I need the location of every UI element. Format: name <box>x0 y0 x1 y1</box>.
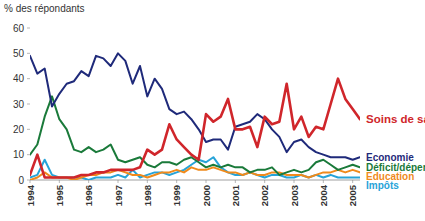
x-tick-label: 2000 <box>201 185 212 206</box>
series-line <box>30 79 360 178</box>
x-tick-label: 1998 <box>142 185 153 206</box>
x-tick-label: 1996 <box>83 185 94 206</box>
y-tick-label: 20 <box>13 124 25 135</box>
x-tick <box>294 180 295 183</box>
x-tick-label: 1994 <box>25 184 36 206</box>
plot-lines <box>30 53 360 180</box>
series-label: Impôts <box>366 180 399 191</box>
x-tick <box>88 180 89 183</box>
x-tick-label: 2002 <box>259 185 270 206</box>
y-tick-label: 60 <box>13 23 25 34</box>
series-line <box>30 53 360 159</box>
y-tick <box>27 129 30 130</box>
x-axis <box>30 180 360 181</box>
x-tick <box>30 180 31 183</box>
x-tick-label: 1995 <box>54 184 65 206</box>
x-tick <box>59 180 60 183</box>
series-label: Soins de santé <box>366 113 425 125</box>
x-tick <box>147 180 148 183</box>
y-tick <box>27 180 30 181</box>
y-tick <box>27 104 30 105</box>
x-tick <box>206 180 207 183</box>
x-tick <box>264 180 265 183</box>
y-tick-label: 50 <box>13 48 25 59</box>
x-tick <box>235 180 236 183</box>
y-tick <box>27 78 30 79</box>
y-tick-label: 0 <box>18 175 24 186</box>
y-tick <box>27 53 30 54</box>
y-tick <box>27 154 30 155</box>
y-tick <box>27 28 30 29</box>
x-tick-label: 2001 <box>230 184 241 206</box>
x-tick-label: 2004 <box>318 184 329 206</box>
x-tick-label: 2003 <box>289 185 300 206</box>
y-tick-label: 30 <box>13 99 25 110</box>
chart: % des répondants 0 10 20 30 40 50 60 1994 1995 199… <box>0 0 425 221</box>
y-tick-label: 10 <box>13 149 25 160</box>
x-tick <box>352 180 353 183</box>
x-tick <box>176 180 177 183</box>
x-tick <box>118 180 119 183</box>
x-tick-label: 1997 <box>113 185 124 206</box>
x-tick-label: 2005 <box>347 184 358 206</box>
x-tick <box>323 180 324 183</box>
y-axis-label: % des répondants <box>4 3 85 14</box>
y-tick-label: 40 <box>13 73 25 84</box>
x-tick-label: 1999 <box>171 185 182 206</box>
